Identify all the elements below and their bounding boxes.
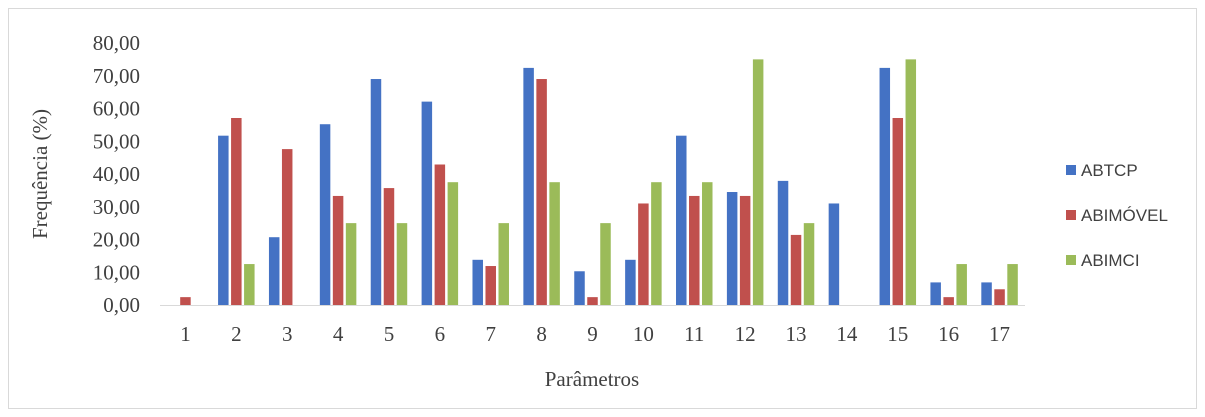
bar-abimci-5: [396, 223, 408, 305]
bar-abimci-13: [803, 223, 815, 305]
bar-abimci-7: [498, 223, 509, 305]
bar-abimóvel-16: [943, 297, 954, 305]
y-tick-label: 60,00: [93, 97, 140, 121]
x-tick-label: 11: [684, 322, 704, 346]
bar-abimci-16: [956, 264, 967, 305]
bar-abtcp-5: [370, 79, 382, 306]
bar-abimóvel-7: [485, 266, 496, 305]
bar-abtcp-12: [726, 192, 738, 305]
bar-abimóvel-10: [638, 203, 649, 305]
bar-abtcp-4: [319, 124, 331, 305]
legend-swatch: [1066, 210, 1076, 220]
legend-swatch: [1066, 255, 1076, 265]
x-tick-label: 3: [282, 322, 293, 346]
x-tick-label: 5: [384, 322, 395, 346]
bar-abtcp-3: [268, 237, 280, 305]
bar-abtcp-8: [523, 67, 534, 305]
x-tick-label: 6: [435, 322, 446, 346]
x-axis-label: Parâmetros: [545, 367, 639, 391]
bar-abimci-6: [447, 182, 459, 305]
bar-abtcp-13: [777, 180, 789, 305]
bar-abimóvel-4: [332, 195, 344, 305]
bar-abimci-4: [345, 223, 357, 305]
bar-abtcp-17: [981, 282, 992, 305]
bar-abimóvel-1: [180, 297, 191, 305]
bar-abimóvel-8: [536, 79, 547, 306]
x-tick-label: 10: [633, 322, 654, 346]
y-axis-label: Frequência (%): [28, 109, 52, 239]
bars: [180, 59, 1018, 306]
bar-abimóvel-3: [281, 149, 293, 305]
x-tick-label: 16: [938, 322, 959, 346]
x-tick-label: 15: [887, 322, 908, 346]
bar-abimóvel-2: [231, 117, 242, 305]
bar-abimci-2: [244, 264, 255, 305]
x-tick-label: 17: [989, 322, 1010, 346]
bar-abtcp-6: [421, 101, 433, 305]
bar-abimci-12: [752, 59, 764, 305]
bar-abimci-8: [549, 182, 560, 305]
bar-abimóvel-5: [383, 188, 395, 305]
bar-abimóvel-11: [689, 195, 700, 305]
bar-abtcp-16: [930, 282, 941, 305]
x-tick-label: 8: [536, 322, 547, 346]
bar-abimci-15: [905, 59, 917, 305]
bar-abimci-17: [1007, 264, 1018, 305]
bar-abtcp-14: [828, 203, 840, 305]
y-tick-label: 30,00: [93, 195, 140, 219]
bar-abtcp-7: [472, 259, 483, 305]
bar-abimóvel-6: [434, 164, 446, 305]
bar-abimci-10: [651, 182, 662, 305]
legend-label: ABIMCI: [1081, 251, 1140, 270]
y-tick-label: 20,00: [93, 228, 140, 252]
bar-abtcp-11: [676, 135, 687, 305]
bar-abimóvel-12: [739, 195, 751, 305]
bar-abtcp-9: [574, 271, 585, 305]
y-tick-label: 50,00: [93, 129, 140, 153]
bar-abtcp-2: [218, 135, 229, 305]
y-tick-label: 80,00: [93, 31, 140, 55]
legend-swatch: [1066, 165, 1076, 175]
x-tick-label: 14: [836, 322, 858, 346]
legend-label: ABTCP: [1081, 161, 1138, 180]
y-tick-label: 40,00: [93, 162, 140, 186]
x-tick-label: 7: [485, 322, 496, 346]
legend-label: ABIMÓVEL: [1081, 206, 1168, 225]
bar-abimci-11: [702, 182, 713, 305]
x-tick-label: 1: [180, 322, 191, 346]
y-tick-label: 70,00: [93, 64, 140, 88]
bar-abimci-9: [600, 223, 611, 305]
bar-abtcp-10: [625, 259, 636, 305]
x-axis-ticks: 1 2 3 4 5 6 7 8 9 10 11 12 13 14 15 16 17: [180, 322, 1010, 346]
x-tick-label: 2: [231, 322, 242, 346]
y-tick-label: 10,00: [93, 260, 140, 284]
x-tick-label: 12: [735, 322, 756, 346]
y-tick-label: 0,00: [103, 293, 140, 317]
bar-abimóvel-13: [790, 234, 802, 305]
x-tick-label: 9: [587, 322, 598, 346]
bar-abtcp-15: [879, 67, 891, 305]
legend: ABTCP ABIMÓVEL ABIMCI: [1066, 161, 1168, 270]
chart-frame: [8, 8, 1197, 409]
bar-abimóvel-17: [994, 289, 1005, 305]
bar-abimóvel-15: [892, 117, 904, 305]
bar-abimóvel-9: [587, 297, 598, 305]
x-tick-label: 4: [333, 322, 344, 346]
x-tick-label: 13: [786, 322, 807, 346]
y-axis-ticks: 0,00 10,00 20,00 30,00 40,00 50,00 60,00 70,00 8…: [93, 31, 140, 317]
